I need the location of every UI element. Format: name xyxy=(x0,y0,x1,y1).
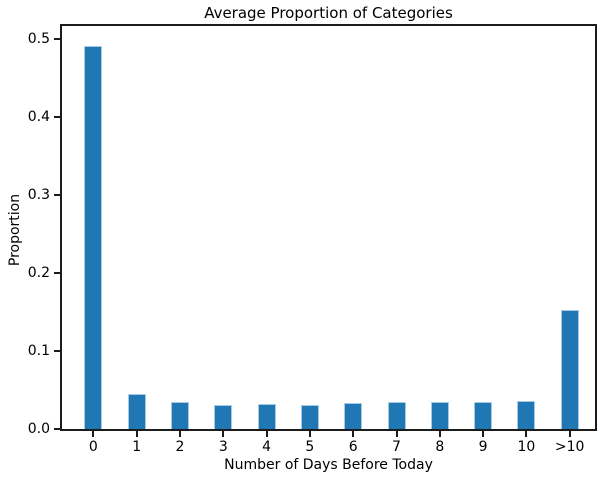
bar-9 xyxy=(474,402,493,429)
y-tick xyxy=(54,349,60,352)
x-tick xyxy=(265,431,268,437)
x-tick-label: 4 xyxy=(262,439,272,455)
y-tick xyxy=(54,37,60,40)
x-tick xyxy=(525,431,528,437)
bar-2 xyxy=(171,402,189,429)
x-tick xyxy=(92,431,95,437)
y-tick-label: 0.3 xyxy=(27,186,50,203)
x-tick-label: 9 xyxy=(478,439,488,455)
x-tick-label: 10 xyxy=(517,439,536,455)
bar-0 xyxy=(84,46,103,429)
y-axis-label: Proportion xyxy=(7,193,23,267)
chart-title: Average Proportion of Categories xyxy=(204,4,453,22)
y-tick xyxy=(54,115,60,118)
y-tick xyxy=(54,271,60,274)
x-tick xyxy=(568,431,571,437)
bar-6 xyxy=(344,403,363,429)
x-tick xyxy=(308,431,311,437)
x-tick-label: 8 xyxy=(435,439,445,455)
x-axis-label: Number of Days Before Today xyxy=(224,457,433,473)
x-tick-label: 5 xyxy=(305,439,315,455)
x-tick-label: 6 xyxy=(348,439,358,455)
x-tick xyxy=(222,431,225,437)
bar-8 xyxy=(430,402,449,429)
bar-10 xyxy=(517,401,536,429)
bar-4 xyxy=(257,404,276,429)
x-tick xyxy=(482,431,485,437)
y-tick-label: 0.1 xyxy=(27,342,50,359)
y-tick xyxy=(54,428,60,430)
bar-5 xyxy=(300,405,319,429)
x-tick xyxy=(135,431,138,437)
x-tick xyxy=(395,431,398,437)
x-tick-label: 3 xyxy=(218,439,228,455)
y-tick-label: 0.4 xyxy=(27,108,50,125)
y-tick-label: 0.2 xyxy=(27,264,50,281)
x-tick xyxy=(179,431,181,437)
x-tick-label: >10 xyxy=(554,439,585,455)
x-tick xyxy=(438,431,441,437)
y-tick xyxy=(54,193,60,196)
x-tick-label: 7 xyxy=(392,439,401,455)
plot-area xyxy=(60,24,597,431)
bar-3 xyxy=(214,405,233,429)
bar-7 xyxy=(387,402,406,429)
y-tick-label: 0.0 xyxy=(27,421,50,437)
x-tick xyxy=(352,431,355,437)
bar->10 xyxy=(560,310,579,429)
x-tick-label: 1 xyxy=(132,439,142,455)
x-tick-label: 2 xyxy=(175,439,185,455)
y-tick-label: 0.5 xyxy=(27,30,50,47)
bar-1 xyxy=(127,394,146,429)
x-tick-label: 0 xyxy=(88,439,98,455)
